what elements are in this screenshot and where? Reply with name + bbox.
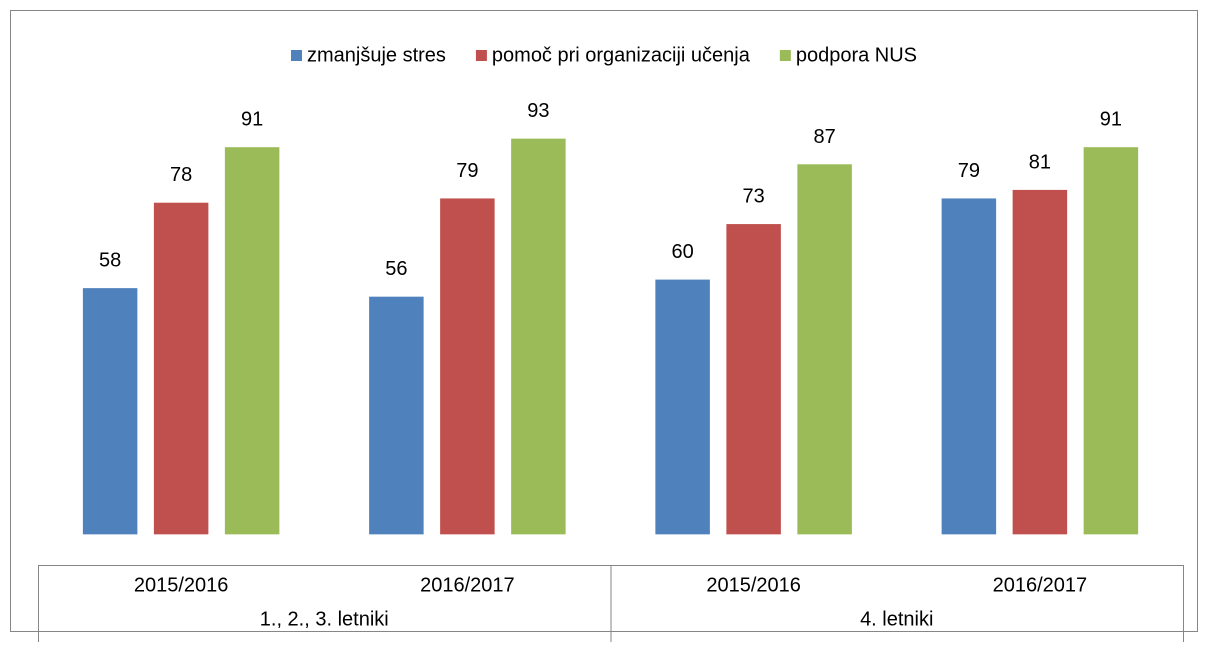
bar <box>653 278 712 536</box>
data-label: 78 <box>170 164 192 186</box>
bar <box>795 162 854 536</box>
data-label: 87 <box>814 126 836 148</box>
x-tick-label: 2016/2017 <box>993 574 1088 596</box>
bar <box>223 145 281 536</box>
group-label: 1., 2., 3. letniki <box>260 608 389 630</box>
bar <box>1011 188 1069 536</box>
legend-label: podpora NUS <box>796 44 917 66</box>
group-label: 4. letniki <box>860 608 933 630</box>
legend-swatch <box>290 50 302 61</box>
data-label: 56 <box>385 258 407 280</box>
data-label: 60 <box>672 241 694 263</box>
legend-swatch <box>475 50 487 61</box>
legend-label: zmanjšuje stres <box>307 44 446 66</box>
bar <box>724 222 783 536</box>
data-label: 79 <box>958 160 980 182</box>
chart-border <box>10 10 1198 632</box>
data-label: 93 <box>527 100 549 122</box>
data-label: 91 <box>1100 109 1122 131</box>
bar <box>367 295 426 536</box>
bar <box>940 196 998 536</box>
data-label: 81 <box>1029 151 1051 173</box>
bar <box>438 196 497 536</box>
bar <box>152 201 210 536</box>
data-label: 58 <box>99 250 121 272</box>
x-tick-label: 2015/2016 <box>134 574 229 596</box>
data-label: 73 <box>743 186 765 208</box>
legend-swatch <box>779 50 791 61</box>
bar <box>1082 145 1140 536</box>
bar <box>509 137 568 536</box>
x-tick-label: 2016/2017 <box>420 574 515 596</box>
bar <box>81 286 139 536</box>
data-label: 79 <box>456 160 478 182</box>
data-label: 91 <box>241 109 263 131</box>
legend-label: pomoč pri organizaciji učenja <box>492 44 751 66</box>
x-tick-label: 2015/2016 <box>706 574 801 596</box>
